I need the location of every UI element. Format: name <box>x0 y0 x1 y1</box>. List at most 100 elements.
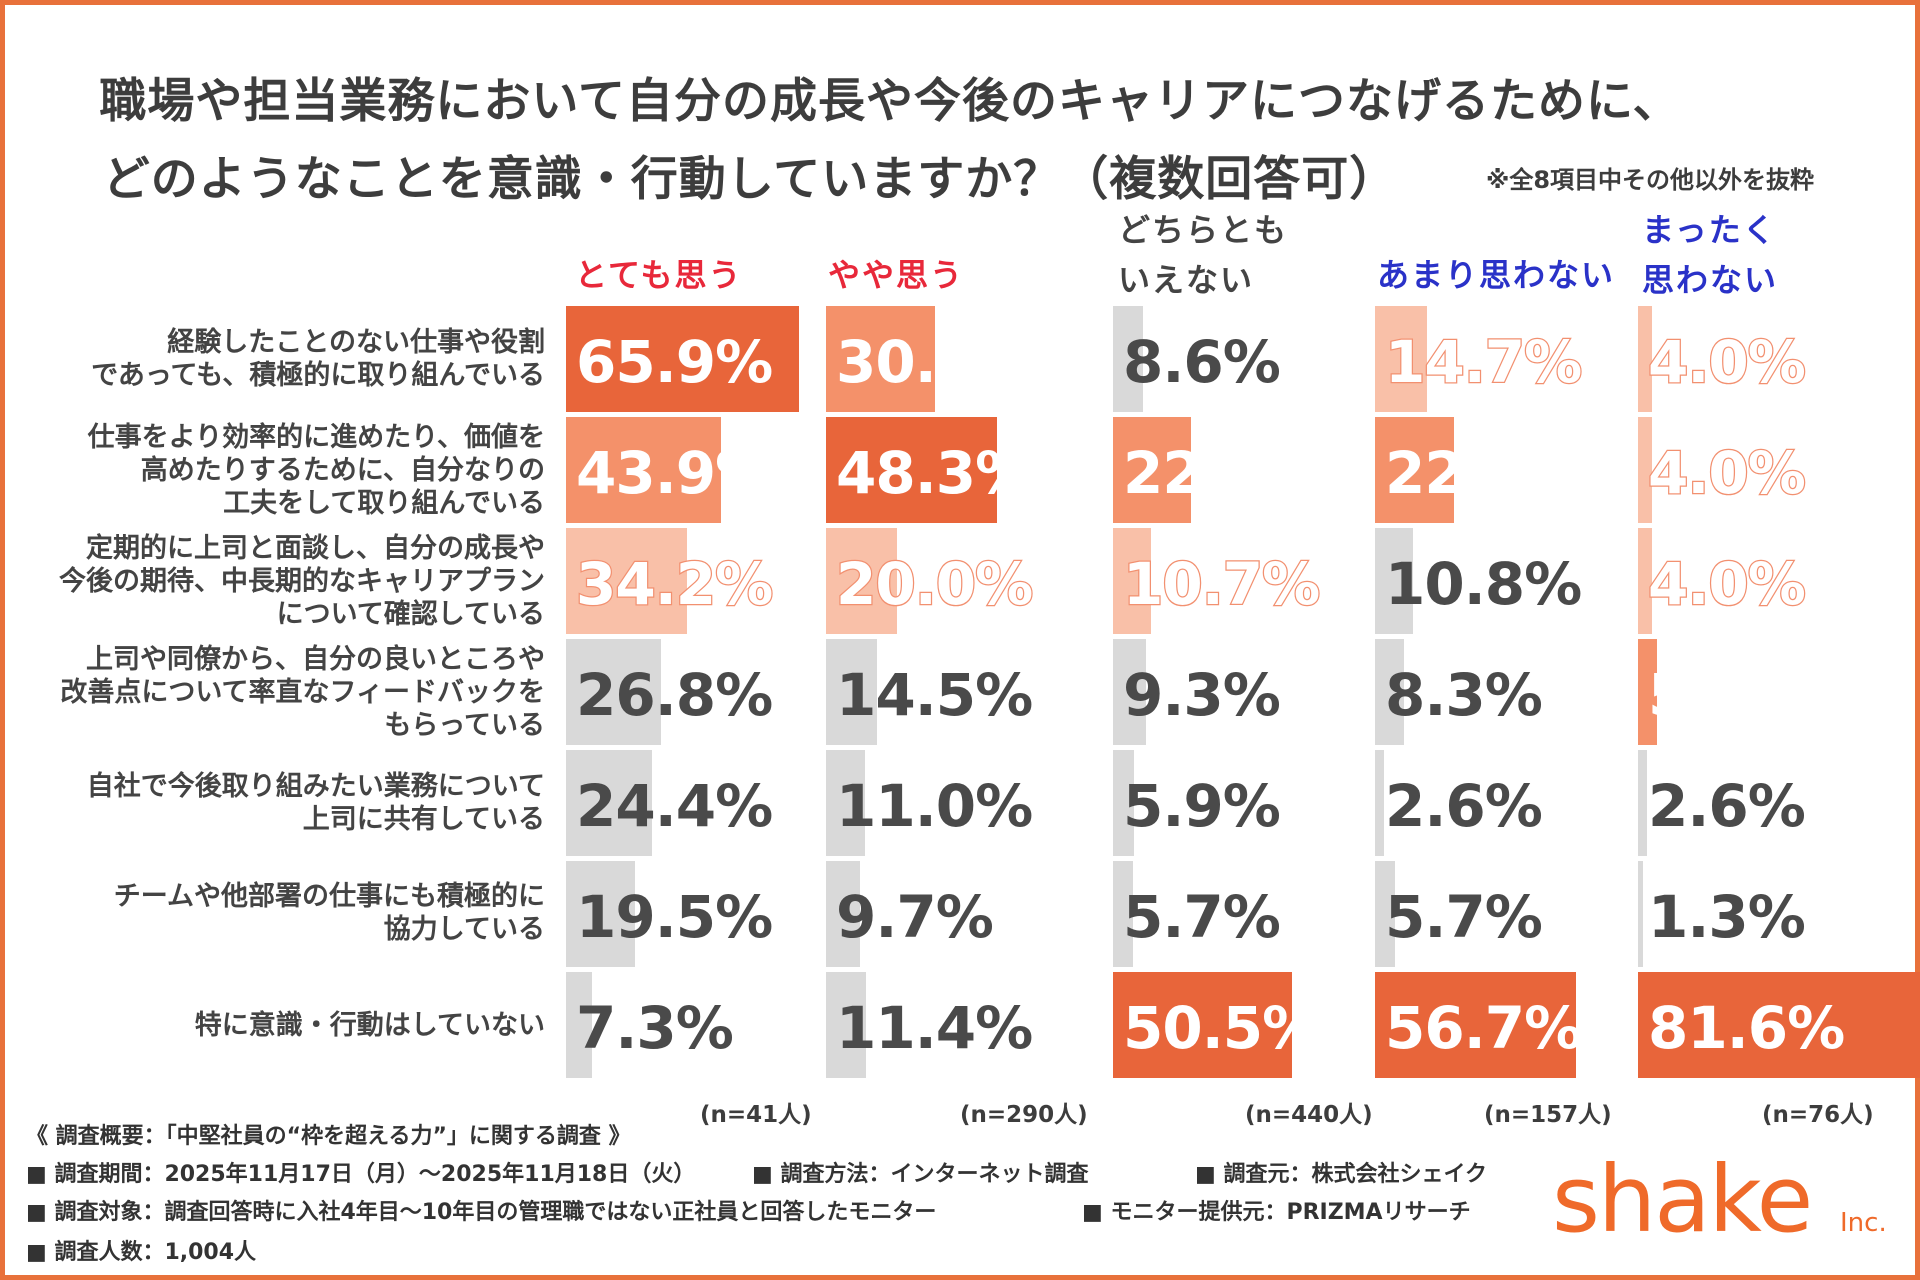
bar-5-7 <box>1638 972 1920 1078</box>
survey-period: ■ 調査期間：2025年11月17日（月）～2025年11月18日（火） <box>26 1162 696 1187</box>
column-n-1: (n=41人) <box>700 1102 812 1128</box>
survey-provider: ■ モニター提供元：PRIZMAリサーチ <box>1082 1200 1471 1225</box>
row-label-5: 自社で今後取り組みたい業務について 上司に共有している <box>86 771 545 835</box>
pct-label-3-6: 5.7% <box>1123 883 1281 951</box>
bar-3-5 <box>1113 750 1134 856</box>
pct-label-5-7: 81.6% <box>1648 994 1845 1062</box>
pct-label-5-3: 4.0% <box>1647 550 1807 618</box>
survey-heading: 《 調査概要：「中堅社員の“枠を超える力”」に関する調査 》 <box>26 1124 631 1149</box>
column-header-disagree: あまり思わない <box>1377 256 1616 294</box>
bar-1-2 <box>566 417 721 523</box>
bar-2-4 <box>826 639 877 745</box>
pct-label-4-4: 8.3% <box>1385 661 1543 729</box>
bar-2-5 <box>826 750 865 856</box>
survey-source: ■ 調査元：株式会社シェイク <box>1195 1162 1488 1187</box>
pct-label-3-4: 9.3% <box>1123 661 1281 729</box>
pct-label-5-6: 1.3% <box>1648 883 1806 951</box>
pct-label-5-1: 4.0% <box>1647 328 1807 396</box>
row-label-6: チームや他部署の仕事にも積極的に 協力している <box>113 881 545 945</box>
survey-method: ■ 調査方法：インターネット調査 <box>752 1162 1089 1187</box>
row-label-4: 上司や同僚から、自分の良いところや 改善点について率直なフィードバックを もらっ… <box>60 644 545 741</box>
bar-4-5 <box>1375 750 1384 856</box>
pct-label-2-7: 11.4% <box>836 994 1033 1062</box>
column-n-3: (n=440人) <box>1245 1102 1373 1128</box>
bar-4-6 <box>1375 861 1395 967</box>
pct-label-3-1: 8.6% <box>1123 328 1281 396</box>
bar-1-7 <box>566 972 592 1078</box>
pct-label-4-7: 56.7% <box>1385 994 1582 1062</box>
bar-2-2 <box>826 417 997 523</box>
bar-4-2 <box>1375 417 1454 523</box>
pct-label-1-1: 65.9% <box>576 328 773 396</box>
survey-target: ■ 調査対象：調査回答時に入社4年目～10年目の管理職ではない正社員と回答したモ… <box>26 1200 937 1225</box>
bar-1-6 <box>566 861 635 967</box>
bar-3-7 <box>1113 972 1292 1078</box>
column-header-strongly-disagree-line1: まったく <box>1642 211 1777 249</box>
bar-1-5 <box>566 750 652 856</box>
column-n-5: (n=76人) <box>1762 1102 1874 1128</box>
pct-label-4-3: 10.8% <box>1385 550 1582 618</box>
pct-label-3-2: 22.1% <box>1123 439 1320 507</box>
pct-label-4-1: 14.7% <box>1384 328 1584 396</box>
bar-1-4 <box>566 639 661 745</box>
pct-label-1-5: 24.4% <box>576 772 773 840</box>
bar-5-3 <box>1638 528 1652 634</box>
pct-label-5-5: 2.6% <box>1648 772 1806 840</box>
bar-3-6 <box>1113 861 1133 967</box>
pct-label-2-1: 30.7% <box>836 328 1033 396</box>
pct-label-1-3: 34.2% <box>575 550 775 618</box>
column-header-strongly-agree: とても思う <box>575 256 743 294</box>
bar-2-1 <box>826 306 935 412</box>
bar-4-3 <box>1375 528 1413 634</box>
bar-4-7 <box>1375 972 1576 1078</box>
bar-5-5 <box>1638 750 1647 856</box>
column-n-2: (n=290人) <box>960 1102 1088 1128</box>
bar-5-2 <box>1638 417 1652 523</box>
pct-label-1-6: 19.5% <box>576 883 773 951</box>
pct-label-4-5: 2.6% <box>1385 772 1543 840</box>
survey-count: ■ 調査人数：1,004人 <box>26 1240 257 1265</box>
bar-3-3 <box>1113 528 1151 634</box>
chart-title-line1: 職場や担当業務において自分の成長や今後のキャリアにつなげるために、 <box>99 74 1681 129</box>
shake-logo: shake <box>1552 1146 1813 1253</box>
bar-1-3 <box>566 528 687 634</box>
pct-label-1-7: 7.3% <box>576 994 734 1062</box>
pct-label-3-7: 50.5% <box>1123 994 1320 1062</box>
bar-4-4 <box>1375 639 1404 745</box>
row-label-3: 定期的に上司と面談し、自分の成長や 今後の期待、中長期的なキャリアプラン につい… <box>59 533 545 630</box>
pct-label-2-2: 48.3% <box>836 439 1033 507</box>
pct-label-4-2: 22.3% <box>1385 439 1582 507</box>
row-label-2: 仕事をより効率的に進めたり、価値を 高めたりするために、自分なりの 工夫をして取… <box>87 422 545 519</box>
pct-label-3-5: 5.9% <box>1123 772 1281 840</box>
row-label-7: 特に意識・行動はしていない <box>194 1010 545 1041</box>
column-n-4: (n=157人) <box>1484 1102 1612 1128</box>
column-header-agree: やや思う <box>828 256 965 294</box>
bar-5-6 <box>1638 861 1643 967</box>
bar-3-2 <box>1113 417 1191 523</box>
pct-label-3-3: 10.7% <box>1122 550 1322 618</box>
bar-4-1 <box>1375 306 1427 412</box>
pct-label-2-4: 14.5% <box>836 661 1033 729</box>
column-header-neutral-line1: どちらとも <box>1118 211 1289 249</box>
pct-label-5-4: 5.3% <box>1648 661 1806 729</box>
chart-title-line2: どのようなことを意識・行動していますか？（複数回答可） <box>102 152 1398 207</box>
pct-label-2-6: 9.7% <box>836 883 994 951</box>
bar-2-6 <box>826 861 860 967</box>
bar-5-1 <box>1638 306 1652 412</box>
shake-logo-inc: Inc. <box>1840 1208 1887 1238</box>
bar-5-4 <box>1638 639 1657 745</box>
pct-label-1-4: 26.8% <box>576 661 773 729</box>
chart-note: ※全8項目中その他以外を抜粋 <box>1486 166 1815 194</box>
column-header-neutral-line2: いえない <box>1118 261 1255 299</box>
bar-3-4 <box>1113 639 1146 745</box>
pct-label-5-2: 4.0% <box>1647 439 1807 507</box>
bar-1-1 <box>566 306 799 412</box>
row-label-1: 経験したことのない仕事や役割 であっても、積極的に取り組んでいる <box>91 327 545 391</box>
pct-label-4-6: 5.7% <box>1385 883 1543 951</box>
pct-label-1-2: 43.9% <box>576 439 773 507</box>
bar-2-7 <box>826 972 866 1078</box>
pct-label-2-3: 20.0% <box>835 550 1035 618</box>
bar-2-3 <box>826 528 897 634</box>
column-header-strongly-disagree-line2: 思わない <box>1642 261 1779 299</box>
